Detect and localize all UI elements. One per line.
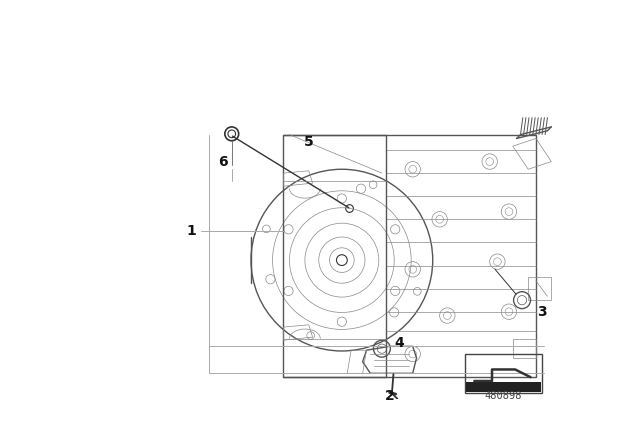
Text: 5: 5 [304, 135, 314, 149]
Text: 2: 2 [385, 389, 394, 403]
Text: 3: 3 [537, 305, 547, 319]
Text: 6: 6 [218, 155, 227, 168]
Polygon shape [466, 382, 541, 392]
Text: 4: 4 [394, 336, 404, 349]
Text: 1: 1 [186, 224, 196, 238]
Text: 480898: 480898 [485, 392, 522, 401]
